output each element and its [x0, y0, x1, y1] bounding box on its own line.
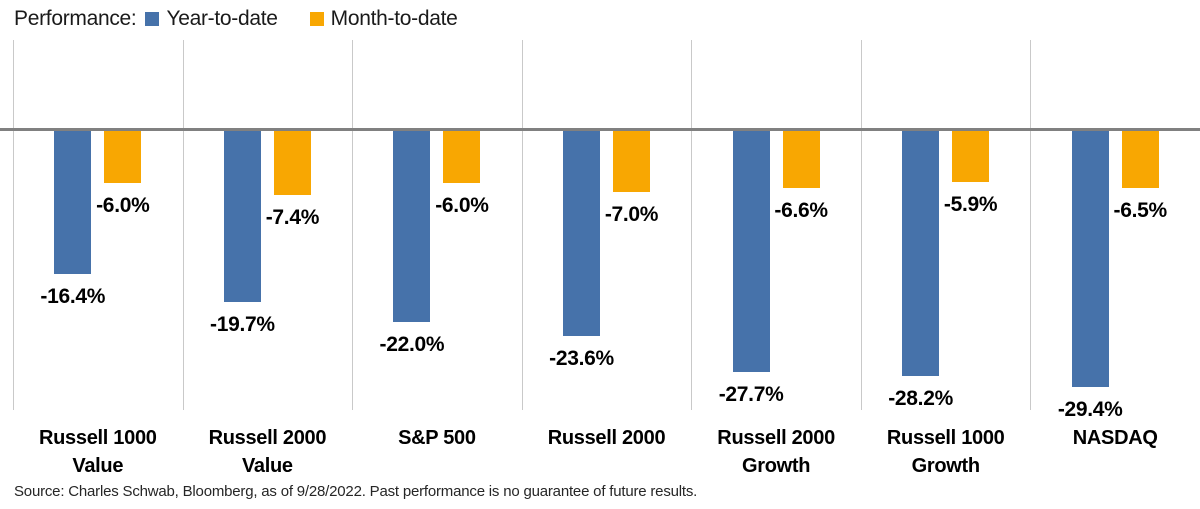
bar-ytd-russell-1000-value [54, 131, 92, 274]
group-separator-line [182, 40, 184, 410]
value-label-ytd-nasdaq: -29.4% [1057, 397, 1123, 421]
bar-mtd-russell-1000-value [104, 131, 142, 184]
value-label-ytd-russell-2000: -23.6% [549, 347, 614, 371]
value-label-ytd-s-p-500: -22.0% [379, 333, 445, 357]
legend-swatch-year-to-date [145, 12, 160, 26]
group-separator-line [13, 40, 14, 410]
value-label-mtd-russell-2000-growth: -6.6% [774, 199, 828, 223]
category-label-russell-2000-value: Russell 2000 Value [208, 427, 327, 477]
legend-label-month-to-date: Month-to-date [330, 7, 458, 30]
value-label-ytd-russell-2000-value: -19.7% [210, 313, 275, 337]
value-label-ytd-russell-2000-growth: -27.7% [718, 383, 784, 406]
value-label-mtd-russell-2000-value: -7.4% [265, 206, 320, 230]
bar-ytd-nasdaq [1071, 131, 1109, 387]
bar-mtd-russell-2000-growth [782, 131, 820, 189]
bar-ytd-russell-1000-growth [902, 131, 940, 377]
bar-ytd-s-p-500 [393, 131, 431, 323]
bar-mtd-russell-2000-value [273, 131, 311, 196]
legend-swatch-month-to-date [309, 12, 324, 26]
bar-ytd-russell-2000-value [223, 131, 261, 303]
bar-mtd-russell-1000-growth [952, 131, 990, 183]
category-label-russell-1000-value: Russell 1000 Value [39, 427, 157, 477]
value-label-ytd-russell-1000-growth: -28.2% [888, 387, 953, 411]
category-label-russell-2000: Russell 2000 [547, 427, 666, 449]
bar-ytd-russell-2000-growth [732, 131, 770, 372]
source-note: Source: Charles Schwab, Bloomberg, as of… [14, 483, 698, 500]
bar-mtd-s-p-500 [443, 131, 481, 184]
group-separator-line [691, 40, 693, 410]
zero-axis-line [0, 128, 1200, 131]
group-separator-line [352, 40, 354, 410]
category-label-nasdaq: NASDAQ [1072, 427, 1158, 449]
group-separator-line [1030, 40, 1032, 410]
category-label-russell-1000-growth: Russell 1000 Growth [886, 427, 1005, 477]
value-label-mtd-russell-2000: -7.0% [604, 202, 659, 226]
value-label-mtd-s-p-500: -6.0% [435, 194, 489, 218]
chart-legend: Performance: Year-to-date Month-to-date [14, 7, 490, 31]
bar-mtd-russell-2000 [613, 131, 650, 192]
value-label-mtd-nasdaq: -6.5% [1113, 198, 1168, 222]
category-label-s-p-500: S&P 500 [398, 427, 476, 449]
value-label-mtd-russell-1000-growth: -5.9% [943, 193, 998, 217]
value-label-ytd-russell-1000-value: -16.4% [40, 284, 106, 308]
bar-ytd-russell-2000 [563, 131, 600, 337]
category-label-russell-2000-growth: Russell 2000 Growth [717, 427, 835, 477]
value-label-mtd-russell-1000-value: -6.0% [96, 194, 150, 218]
legend-label-year-to-date: Year-to-date [166, 7, 278, 30]
bar-mtd-nasdaq [1121, 131, 1159, 188]
group-separator-line [860, 40, 862, 410]
group-separator-line [521, 40, 523, 410]
legend-title: Performance: [14, 7, 137, 30]
